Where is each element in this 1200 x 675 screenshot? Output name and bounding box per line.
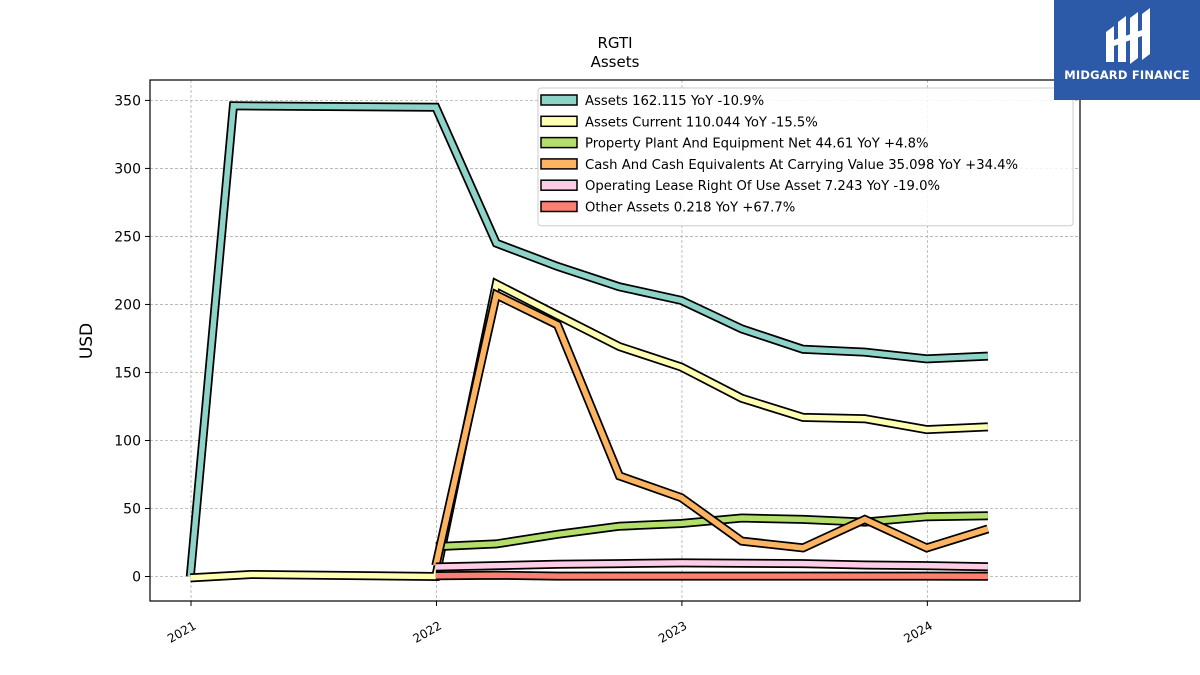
legend-label-1: Assets Current 110.044 YoY -15.5% [585, 115, 818, 130]
y-tick-label: 200 [114, 297, 141, 313]
y-tick-label: 350 [114, 93, 141, 109]
y-tick-label: 300 [114, 161, 141, 177]
y-axis-label: USD [77, 323, 97, 359]
plot-frame [149, 79, 1081, 602]
legend-box [537, 87, 1074, 227]
legend-swatch-3 [540, 158, 578, 170]
y-tick-label: 0 [132, 570, 141, 586]
legend-swatch-1 [540, 115, 578, 128]
legend-swatch-5 [540, 200, 578, 213]
series-line-0 [187, 103, 989, 577]
series-line-5 [435, 572, 988, 579]
legend-label-5: Other Assets 0.218 YoY +67.7% [585, 201, 795, 216]
series-line-1 [190, 279, 989, 581]
logo-text: MIDGARD FINANCE [1064, 68, 1190, 82]
legend-swatch-2 [540, 136, 578, 149]
legend-label-3: Cash And Cash Equivalents At Carrying Va… [585, 158, 1018, 173]
chart-title: RGTI [597, 34, 632, 52]
legend-swatch-4 [540, 179, 578, 191]
legend: Assets 162.115 YoY -10.9% Assets Current … [537, 87, 1074, 227]
legend-label-0: Assets 162.115 YoY -10.9% [585, 94, 764, 109]
y-tick-label: 100 [114, 433, 141, 449]
logo-mark-icon [1106, 8, 1150, 64]
chart-subtitle: Assets [591, 53, 640, 71]
legend-label-2: Property Plant And Equipment Net 44.61 Y… [585, 137, 929, 152]
y-tick-label: 50 [123, 501, 141, 517]
y-tick-label: 250 [114, 229, 141, 245]
legend-label-4: Operating Lease Right Of Use Asset 7.243… [585, 179, 940, 194]
y-tick-label: 150 [114, 365, 141, 381]
legend-swatch-0 [540, 94, 578, 106]
series-line-4 [435, 560, 988, 570]
series-line-3 [433, 290, 989, 567]
midgard-finance-logo: MIDGARD FINANCE [1054, 0, 1200, 100]
